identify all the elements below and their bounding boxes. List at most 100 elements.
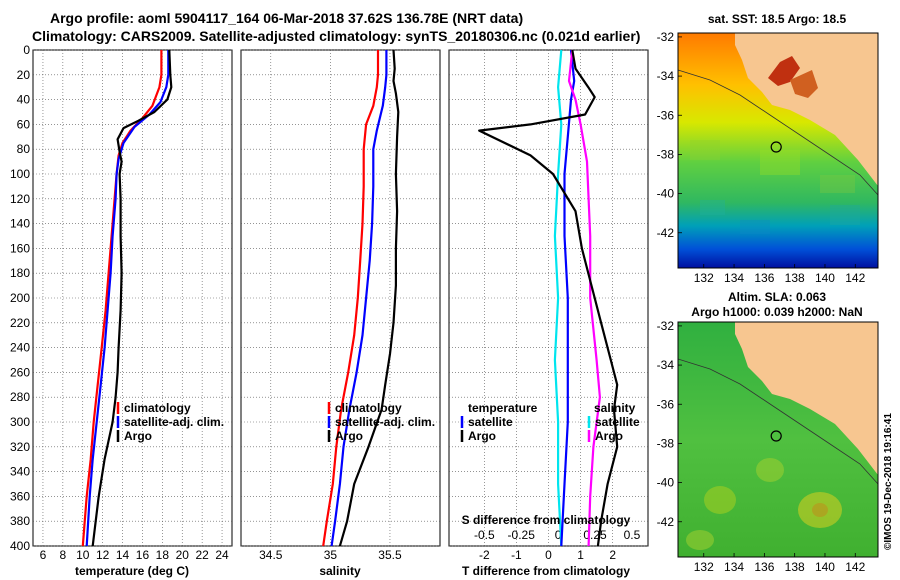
legend-t-satellite-label: satellite bbox=[468, 415, 513, 429]
x-tick-label: 16 bbox=[136, 548, 150, 562]
x-tick-label: -1 bbox=[511, 548, 522, 562]
depth-tick-label: 140 bbox=[10, 217, 30, 231]
sla-map: Altim. SLA: 0.063 Argo h1000: 0.039 h200… bbox=[657, 290, 879, 574]
sla-map-title-1: Altim. SLA: 0.063 bbox=[728, 290, 826, 304]
salinity-series bbox=[322, 49, 400, 547]
sst-map: sat. SST: 18.5 Argo: 18.5 132 134 136 138 14… bbox=[657, 12, 879, 285]
depth-tick-label: 360 bbox=[10, 489, 30, 503]
depth-tick-label: 20 bbox=[17, 68, 31, 82]
map-y-tick-label: -40 bbox=[657, 476, 675, 490]
depth-tick-label: 0 bbox=[23, 43, 30, 57]
sla-anomalies bbox=[686, 458, 842, 550]
top-x-tick-label: 0.25 bbox=[583, 528, 607, 542]
map-y-tick-label: -42 bbox=[657, 226, 675, 240]
map-x-tick-label: 138 bbox=[785, 560, 805, 574]
legend-satellite-adj-label: satellite-adj. clim. bbox=[124, 415, 224, 429]
imos-credit: ©IMOS 19-Dec-2018 19:16:41 bbox=[883, 413, 894, 550]
x-tick-label: 0 bbox=[545, 548, 552, 562]
x-tick-label: 24 bbox=[215, 548, 229, 562]
x-tick-label: 14 bbox=[116, 548, 130, 562]
series-line-s-satellite bbox=[567, 49, 602, 547]
map-x-tick-label: 132 bbox=[694, 560, 714, 574]
depth-tick-label: 160 bbox=[10, 241, 30, 255]
difference-grid bbox=[449, 49, 648, 547]
temperature-x-label: temperature (deg C) bbox=[75, 564, 189, 578]
top-x-tick-label: -0.25 bbox=[508, 528, 536, 542]
x-tick-label: 8 bbox=[60, 548, 67, 562]
difference-salinity-legend: salinity satellite Argo bbox=[587, 401, 640, 443]
salinity-grid bbox=[241, 49, 440, 547]
series-line-argo bbox=[338, 49, 400, 547]
depth-tick-label: 40 bbox=[17, 93, 31, 107]
depth-tick-label: 240 bbox=[10, 341, 30, 355]
map-y-tick-label: -36 bbox=[657, 108, 675, 122]
legend-s-argo-label: Argo bbox=[595, 429, 623, 443]
x-tick-label: 18 bbox=[156, 548, 170, 562]
x-tick-label: 35 bbox=[324, 548, 338, 562]
map-x-tick-label: 140 bbox=[815, 560, 835, 574]
sst-gulf-waters-2 bbox=[790, 70, 818, 98]
map-y-tick-label: -34 bbox=[657, 358, 675, 372]
figure-title-line2: Climatology: CARS2009. Satellite-adjuste… bbox=[32, 28, 640, 44]
depth-tick-label: 60 bbox=[17, 117, 31, 131]
depth-tick-label: 120 bbox=[10, 192, 30, 206]
map-x-tick-label: 134 bbox=[724, 271, 744, 285]
difference-temperature-legend: temperature satellite Argo bbox=[460, 401, 538, 443]
map-y-tick-label: -36 bbox=[657, 397, 675, 411]
sla-map-title-2: Argo h1000: 0.039 h2000: NaN bbox=[691, 305, 862, 319]
x-tick-label: 2 bbox=[609, 548, 616, 562]
map-x-tick-label: 138 bbox=[785, 271, 805, 285]
sst-map-title: sat. SST: 18.5 Argo: 18.5 bbox=[708, 12, 847, 26]
depth-tick-label: 380 bbox=[10, 514, 30, 528]
sst-bathymetry-contour bbox=[677, 69, 879, 196]
sla-map-frame bbox=[677, 321, 879, 558]
legend-s-satellite-label: satellite bbox=[595, 415, 640, 429]
x-tick-label: 6 bbox=[40, 548, 47, 562]
depth-tick-label: 320 bbox=[10, 440, 30, 454]
salinity-legend: climatology satellite-adj. clim. Argo bbox=[327, 401, 435, 443]
legend-argo-label: Argo bbox=[124, 429, 152, 443]
series-line-argo bbox=[91, 49, 173, 547]
temperature-series bbox=[81, 49, 173, 547]
difference-top-x-label: S difference from climatology bbox=[462, 513, 631, 527]
sla-y-ticks: -32 -34 -36 -38 -40 -42 bbox=[657, 319, 682, 529]
sst-x-ticks: 132 134 136 138 140 142 bbox=[694, 264, 866, 285]
depth-tick-label: 200 bbox=[10, 291, 30, 305]
sst-texture bbox=[690, 140, 860, 234]
x-tick-label: 20 bbox=[176, 548, 190, 562]
map-y-tick-label: -38 bbox=[657, 147, 675, 161]
figure-title-line1: Argo profile: aoml 5904117_164 06-Mar-20… bbox=[50, 10, 523, 26]
series-line-s-argo bbox=[478, 49, 619, 547]
depth-tick-label: 100 bbox=[10, 167, 30, 181]
legend-satellite-adj-label: satellite-adj. clim. bbox=[335, 415, 435, 429]
depth-tick-label: 260 bbox=[10, 365, 30, 379]
difference-series bbox=[478, 49, 619, 547]
map-y-tick-label: -40 bbox=[657, 187, 675, 201]
legend-climatology-label: climatology bbox=[124, 401, 191, 415]
sst-gulf-waters bbox=[768, 56, 800, 86]
map-x-tick-label: 136 bbox=[754, 560, 774, 574]
depth-tick-label: 80 bbox=[17, 142, 31, 156]
salinity-x-ticks: 34.5 35 35.5 bbox=[259, 548, 402, 562]
depth-tick-label: 280 bbox=[10, 390, 30, 404]
top-x-tick-label: 0.5 bbox=[624, 528, 641, 542]
x-tick-label: 34.5 bbox=[259, 548, 283, 562]
map-x-tick-label: 142 bbox=[845, 271, 865, 285]
depth-axis: 0 20 40 60 80 100 120 140 160 180 200 220 240 260 280 3… bbox=[10, 43, 30, 553]
series-line-t-satellite bbox=[553, 49, 563, 547]
depth-tick-label: 340 bbox=[10, 465, 30, 479]
depth-tick-label: 180 bbox=[10, 266, 30, 280]
legend-temperature-title: temperature bbox=[468, 401, 538, 415]
temperature-grid bbox=[33, 49, 232, 547]
sla-argo-marker bbox=[770, 430, 782, 442]
series-line-t-argo bbox=[560, 49, 576, 547]
difference-x-label: T difference from climatology bbox=[462, 564, 630, 578]
depth-tick-label: 400 bbox=[10, 539, 30, 553]
legend-salinity-title: salinity bbox=[594, 401, 636, 415]
temperature-legend: climatology satellite-adj. clim. Argo bbox=[116, 401, 224, 443]
x-tick-label: 12 bbox=[96, 548, 110, 562]
top-x-tick-label: -0.5 bbox=[474, 528, 495, 542]
map-y-tick-label: -42 bbox=[657, 515, 675, 529]
salinity-panel: 34.5 35 35.5 climatology satellite-adj. cl… bbox=[240, 49, 441, 578]
